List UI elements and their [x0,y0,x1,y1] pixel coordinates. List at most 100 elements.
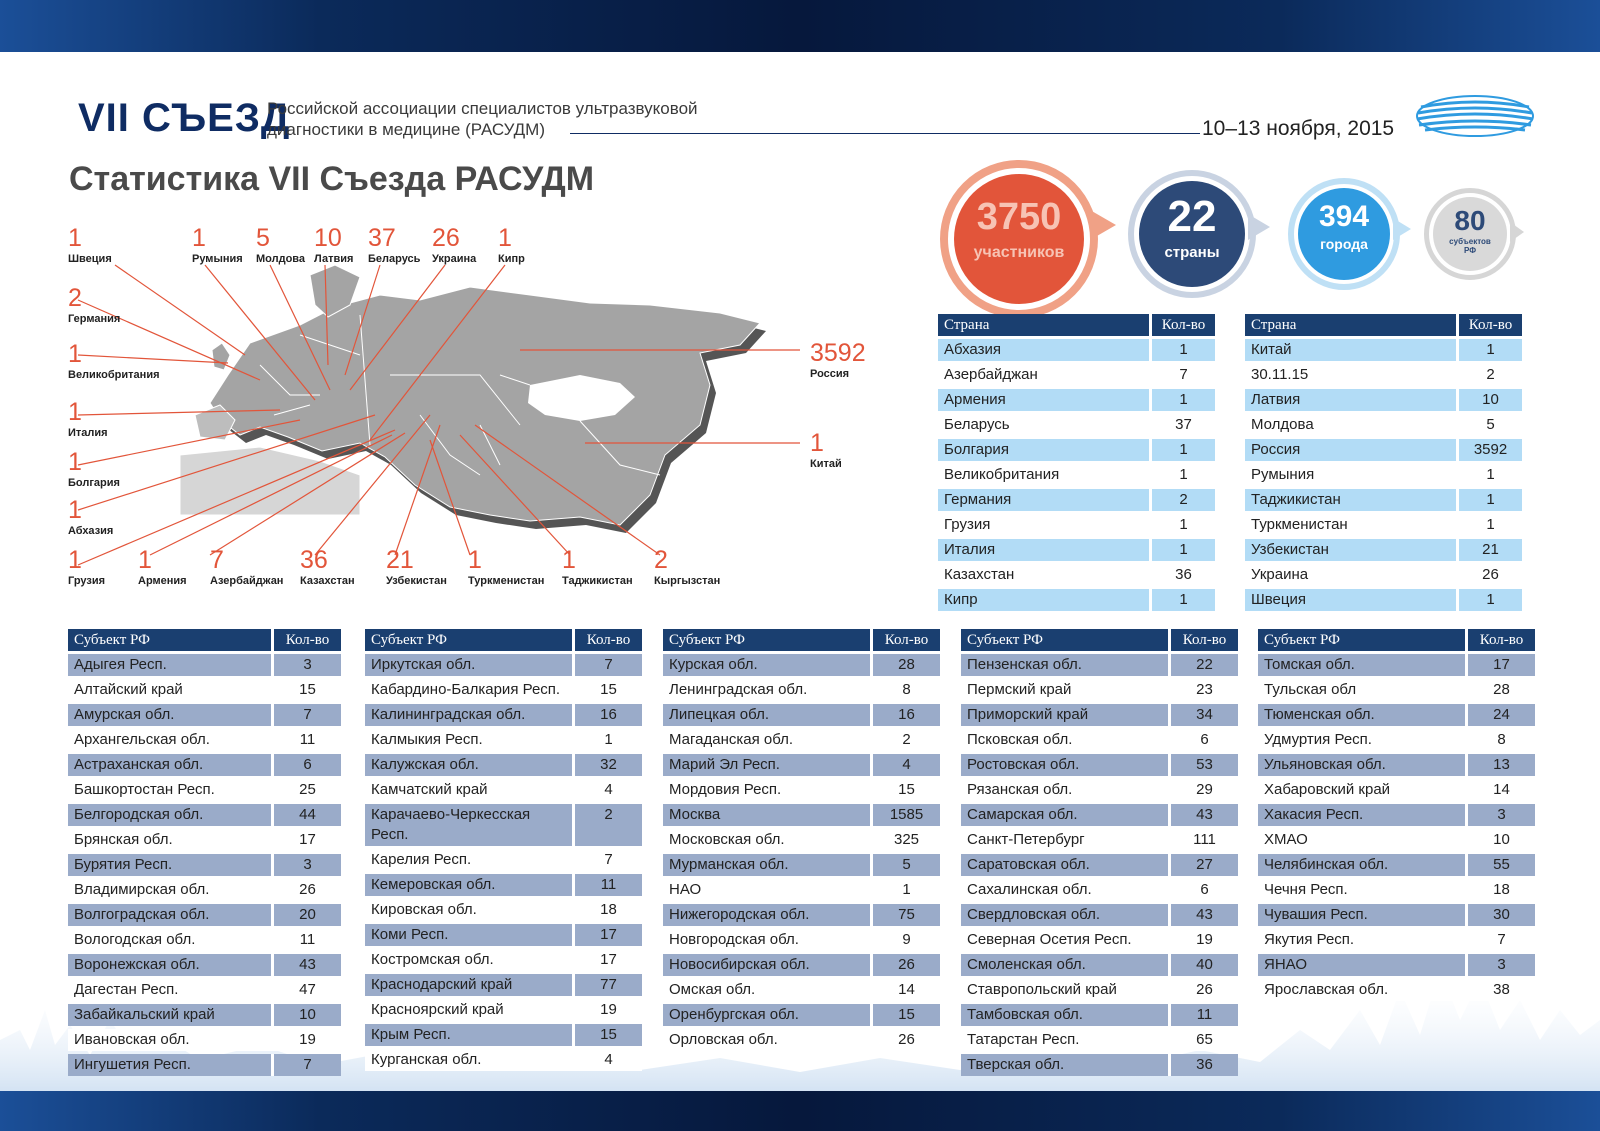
count-cell: 19 [271,1029,341,1051]
subject-row: Тверская обл. 36 [961,1054,1238,1076]
country-row: Узбекистан 21 [1245,539,1522,561]
subject-header: Субъект РФ [1258,629,1465,651]
subjects-value: 80 [1454,205,1486,236]
map-marker-uzbekistan: 21 Узбекистан [386,546,447,587]
count-cell: 1 [1456,589,1522,611]
subject-row: Крым Респ. 15 [365,1024,642,1046]
map-marker-abkhazia: 1 Абхазия [68,496,114,537]
country-row: Швеция 1 [1245,589,1522,611]
name-cell: Армения [938,389,1149,411]
name-cell: Беларусь [938,414,1149,436]
count-cell: 47 [271,979,341,1001]
subject-row: Астраханская обл. 6 [68,754,341,776]
subject-row: Ярославская обл. 38 [1258,979,1535,1001]
name-cell: Оренбургская обл. [663,1004,870,1026]
country-row: Армения 1 [938,389,1215,411]
country-row: Молдова 5 [1245,414,1522,436]
count-cell: 44 [271,804,341,826]
country-row: Кипр 1 [938,589,1215,611]
subject-row: Оренбургская обл. 15 [663,1004,940,1026]
subject-row: Дагестан Респ. 47 [68,979,341,1001]
country-row: Румыния 1 [1245,464,1522,486]
subject-row: Магаданская обл. 2 [663,729,940,751]
count-cell: 15 [271,679,341,701]
cities-label: города [1320,236,1368,252]
name-cell: Ленинградская обл. [663,679,870,701]
name-cell: Новосибирская обл. [663,954,870,976]
name-cell: Великобритания [938,464,1149,486]
name-cell: Марий Эл Респ. [663,754,870,776]
name-cell: Кемеровская обл. [365,874,572,896]
subject-row: Карелия Респ. 7 [365,849,642,871]
country-header: Страна [938,314,1149,336]
count-cell: 1 [1149,514,1215,536]
subject-row: Краснодарский край 77 [365,974,642,996]
name-cell: Россия [1245,439,1456,461]
subject-row: ХМАО 10 [1258,829,1535,851]
count-cell: 3 [271,654,341,676]
name-cell: Италия [938,539,1149,561]
name-cell: Вологодская обл. [68,929,271,951]
count-cell: 1 [1456,464,1522,486]
participants-map: 1 Швеция 1 Румыния 5 Молдова 10 Латвия 37 Бел… [60,225,880,610]
name-cell: Камчатский край [365,779,572,801]
subject-table-3: Субъект РФ Кол-во Курская обл. 28 Ленинградс… [663,626,940,1054]
name-cell: Узбекистан [1245,539,1456,561]
country-row: Таджикистан 1 [1245,489,1522,511]
subject-row: Свердловская обл. 43 [961,904,1238,926]
subject-row: Ивановская обл. 19 [68,1029,341,1051]
subject-row: Чувашия Респ. 30 [1258,904,1535,926]
country-row: Россия 3592 [1245,439,1522,461]
name-cell: Грузия [938,514,1149,536]
bottom-band [0,1091,1600,1131]
subject-row: Тульская обл 28 [1258,679,1535,701]
count-cell: 11 [1168,1004,1238,1026]
name-cell: Свердловская обл. [961,904,1168,926]
subject-row: Удмуртия Респ. 8 [1258,729,1535,751]
count-cell: 1585 [870,804,940,826]
count-cell: 2 [1149,489,1215,511]
count-cell: 1 [1149,439,1215,461]
subject-row: Санкт-Петербург 111 [961,829,1238,851]
name-cell: Брянская обл. [68,829,271,851]
count-cell: 20 [271,904,341,926]
count-cell: 8 [870,679,940,701]
count-cell: 15 [572,1024,642,1046]
count-cell: 14 [1465,779,1535,801]
name-cell: Томская обл. [1258,654,1465,676]
map-marker-kazakhstan: 36 Казахстан [300,546,355,587]
subject-row: Пермский край 23 [961,679,1238,701]
name-cell: Тверская обл. [961,1054,1168,1076]
subject-row: Нижегородская обл. 75 [663,904,940,926]
name-cell: Кабардино-Балкария Респ. [365,679,572,701]
name-cell: Пензенская обл. [961,654,1168,676]
subject-row: Вологодская обл. 11 [68,929,341,951]
count-cell: 15 [870,779,940,801]
subject-row: Бурятия Респ. 3 [68,854,341,876]
name-cell: Молдова [1245,414,1456,436]
count-cell: 4 [572,1049,642,1071]
count-cell: 36 [1168,1054,1238,1076]
subject-row: Хакасия Респ. 3 [1258,804,1535,826]
name-cell: Болгария [938,439,1149,461]
cities-pointer-icon [1393,218,1411,240]
subject-header: Субъект РФ [663,629,870,651]
subject-row: Белгородская обл. 44 [68,804,341,826]
count-cell: 14 [870,979,940,1001]
name-cell: Воронежская обл. [68,954,271,976]
subject-row: Калининградская обл. 16 [365,704,642,726]
name-cell: Украина [1245,564,1456,586]
name-cell: Саратовская обл. [961,854,1168,876]
subject-row: Сахалинская обл. 6 [961,879,1238,901]
subject-row: Воронежская обл. 43 [68,954,341,976]
name-cell: ЯНАО [1258,954,1465,976]
name-cell: Тюменская обл. [1258,704,1465,726]
name-cell: Курганская обл. [365,1049,572,1071]
count-cell: 7 [572,849,642,871]
name-cell: Мордовия Респ. [663,779,870,801]
subject-header: Субъект РФ [68,629,271,651]
map-marker-turkmenistan: 1 Туркменистан [468,546,545,587]
subject-header: Субъект РФ [961,629,1168,651]
map-marker-uk: 1 Великобритания [68,340,160,381]
count-cell: 11 [271,929,341,951]
